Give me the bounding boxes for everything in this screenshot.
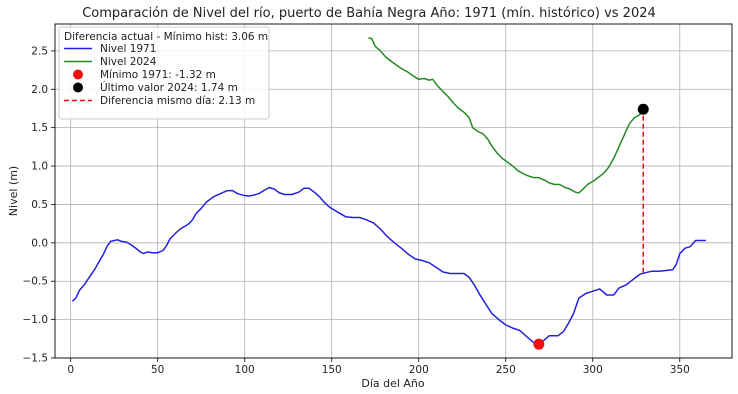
x-tick-label: 0 [67, 364, 74, 376]
legend-label: Diferencia mismo día: 2.13 m [100, 95, 255, 107]
legend-entry: Diferencia mismo día: 2.13 m [64, 95, 255, 107]
legend-label: Nivel 1971 [100, 43, 156, 55]
legend-entry: Mínimo 1971: -1.32 m [73, 69, 216, 81]
y-tick-label: −1.5 [23, 353, 49, 365]
series-line-2024 [368, 37, 644, 194]
series-layer [71, 37, 706, 350]
axes [54, 23, 733, 359]
x-tick-label: 250 [496, 364, 516, 376]
y-tick-label: 1.0 [31, 161, 48, 173]
plot-frame [54, 23, 733, 359]
y-axis-ticks: −1.5 −1.0 −0.5 0.0 0.5 1.0 1.5 2.0 2.5 [23, 45, 55, 365]
y-tick-label: 1.5 [31, 122, 48, 134]
x-tick-label: 50 [151, 364, 164, 376]
legend-title: Diferencia actual - Mínimo hist: 3.06 m [64, 31, 268, 43]
x-tick-label: 350 [670, 364, 690, 376]
legend-entry: Nivel 1971 [64, 43, 156, 55]
x-tick-label: 200 [409, 364, 429, 376]
x-tick-label: 150 [322, 364, 342, 376]
legend-entry: Nivel 2024 [64, 56, 157, 68]
chart-title: Comparación de Nivel del río, puerto de … [82, 6, 656, 21]
minimum-1971-marker [533, 338, 545, 350]
y-tick-label: 0.5 [31, 199, 48, 211]
legend-label: Nivel 2024 [100, 56, 157, 68]
y-tick-label: 2.5 [31, 45, 48, 57]
x-axis-label: Día del Año [361, 377, 425, 390]
legend-label: Mínimo 1971: -1.32 m [100, 69, 216, 81]
x-tick-label: 300 [583, 364, 603, 376]
legend-label: Último valor 2024: 1.74 m [100, 81, 238, 94]
y-tick-label: −0.5 [23, 276, 49, 288]
x-tick-label: 100 [235, 364, 255, 376]
last-value-2024-marker [637, 103, 649, 115]
y-axis-label: Nivel (m) [7, 166, 20, 216]
legend-marker-swatch [73, 69, 83, 80]
legend-entry: Último valor 2024: 1.74 m [73, 81, 238, 94]
legend-marker-swatch [73, 82, 83, 93]
y-tick-label: 2.0 [31, 84, 48, 96]
series-line-1971 [71, 186, 706, 345]
y-tick-label: −1.0 [23, 314, 49, 326]
x-axis-ticks: 0 50 100 150 200 250 300 350 [67, 358, 690, 376]
y-tick-label: 0.0 [31, 237, 48, 249]
legend-box [58, 26, 270, 120]
legend: Diferencia actual - Mínimo hist: 3.06 m … [58, 26, 270, 120]
